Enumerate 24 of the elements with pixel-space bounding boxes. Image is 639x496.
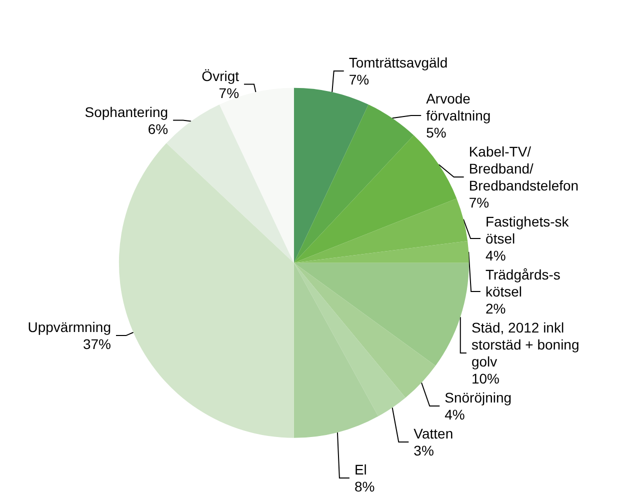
slice-label: Kabel-TV/Bredband/Bredbandstelefon	[468, 144, 579, 194]
slice-label: Trädgårds-skötsel	[485, 266, 560, 300]
data-label: 10%	[471, 370, 500, 386]
slice-label: Sophantering	[84, 104, 168, 120]
slice-label: Fastighets-skötsel	[486, 214, 570, 246]
data-label: 7%	[218, 84, 240, 101]
slice-label: Städ, 2012 inkl storstäd + boning golv	[471, 320, 584, 370]
slice-label: El	[354, 462, 367, 478]
slice-label: Vatten	[414, 426, 454, 442]
data-label: 3%	[414, 442, 434, 458]
slice-label: Uppvärmning	[28, 319, 111, 336]
data-label: 37%	[82, 336, 111, 352]
data-label: 4%	[486, 248, 506, 264]
data-label: 8%	[354, 478, 375, 494]
data-label: 5%	[426, 124, 446, 140]
slice-label: Arvode förvaltning	[426, 90, 491, 124]
data-label: 2%	[485, 300, 506, 316]
data-label: 4%	[444, 406, 465, 422]
data-label: 6%	[148, 120, 168, 137]
data-label: 7%	[348, 72, 370, 88]
slice-label: Snöröjning	[444, 390, 512, 406]
slice-label: Övrigt	[202, 68, 240, 84]
slice-label: Tomträttsavgäld	[348, 54, 448, 70]
data-label: 7%	[468, 194, 490, 210]
